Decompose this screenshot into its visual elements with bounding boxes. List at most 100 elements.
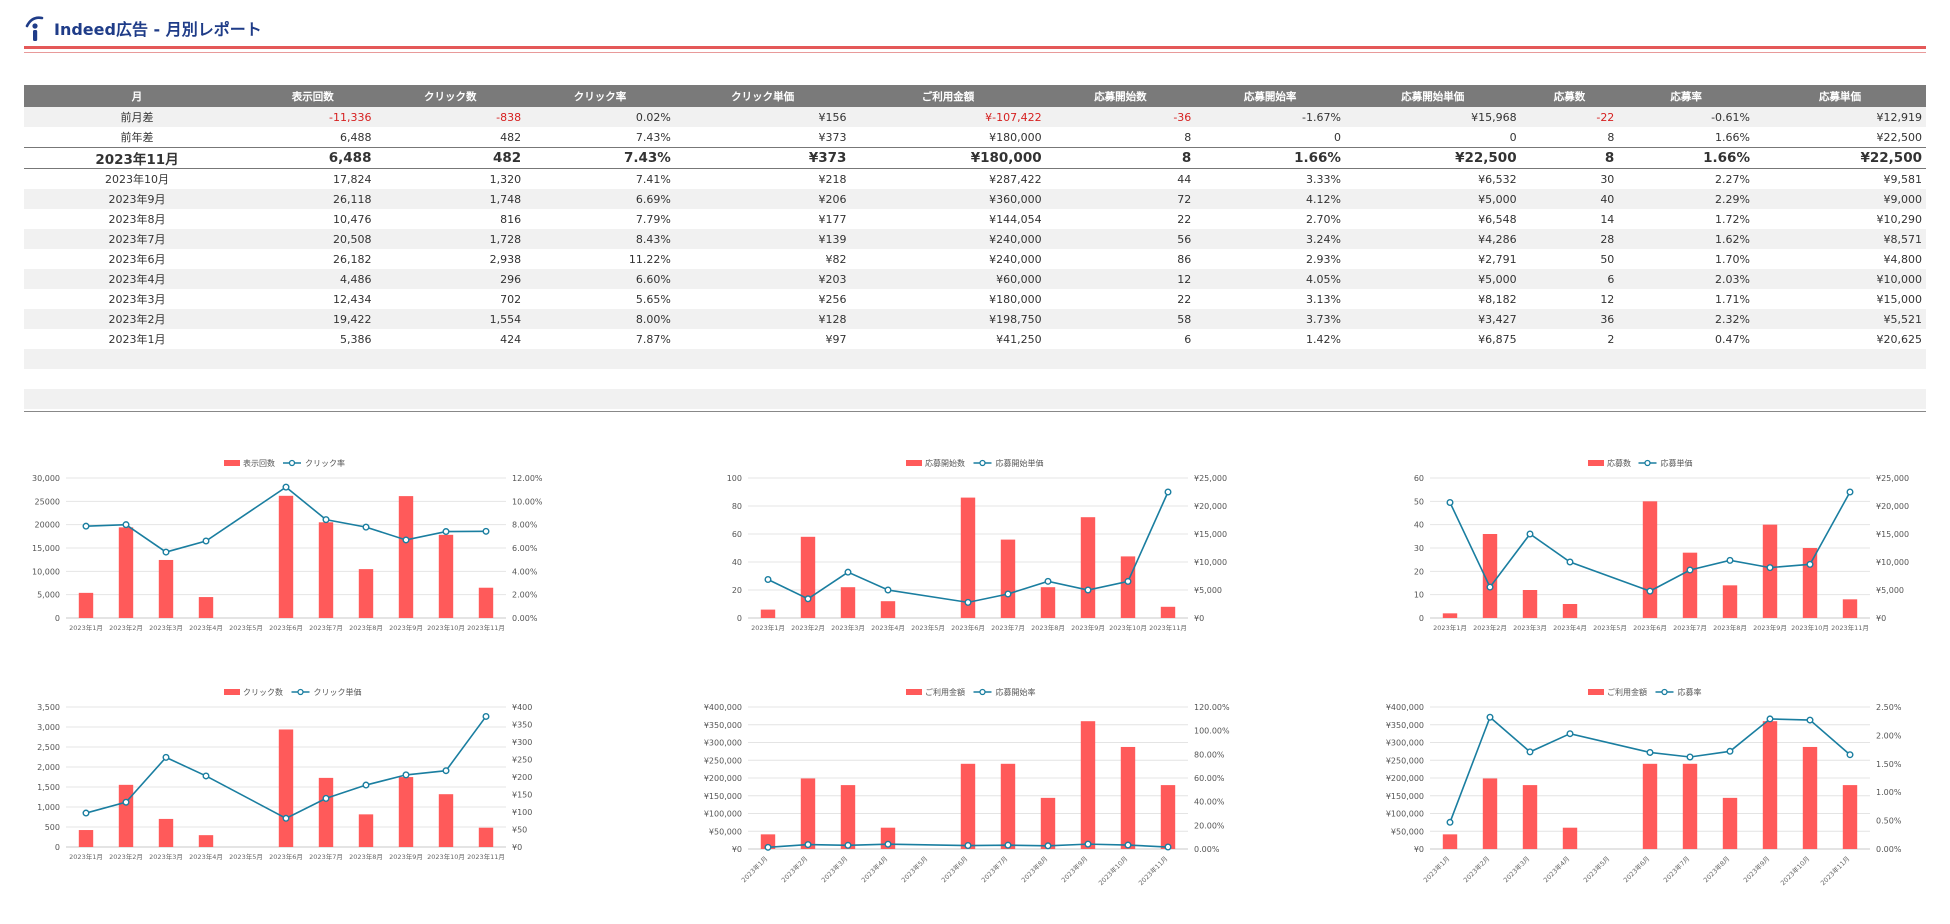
table-cell: -11,336 <box>250 107 376 127</box>
table-cell: 2.70% <box>1306 212 1341 226</box>
x-tick-label: 2023年8月 <box>349 623 383 632</box>
table-cell <box>1195 369 1345 389</box>
x-tick-label: 2023年7月 <box>309 623 343 632</box>
table-cell <box>1754 369 1926 389</box>
y-tick-label: ¥50,000 <box>1391 827 1424 836</box>
table-cell: 7.79% <box>635 212 671 226</box>
line-point <box>884 840 892 848</box>
bar <box>1722 797 1738 849</box>
y2-tick-label: ¥10,000 <box>1876 558 1909 567</box>
column-header: 表示回数 <box>250 85 376 107</box>
table-cell: 30 <box>1600 172 1615 186</box>
chart-svg: 応募数 応募単価 0 10 20 30 40 50 60 ¥0 ¥5,000 ¥10,000 ¥15,0… <box>1414 458 1909 632</box>
table-cell <box>1520 349 1619 369</box>
y-tick-label: 80 <box>732 502 742 511</box>
table-cell: -1.67% <box>1195 107 1345 127</box>
line-point <box>1526 748 1534 756</box>
x-tick-label: 2023年2月 <box>109 623 143 632</box>
line-point <box>764 575 772 583</box>
x-tick-label: 2023年5月 <box>1581 854 1611 884</box>
x-tick-label: 2023年1月 <box>751 623 785 632</box>
line-point <box>442 767 450 775</box>
x-tick-label: 2023年1月 <box>69 623 103 632</box>
legend-label: クリック数 <box>243 687 283 697</box>
table-cell: ¥3,427 <box>1344 309 1521 329</box>
table-cell: 2023年3月 <box>108 293 166 306</box>
y2-tick-label: ¥10,000 <box>1194 558 1227 567</box>
table-cell: 2,938 <box>489 252 522 266</box>
table-row: 2023年3月 12,434 702 5.65% ¥256 ¥180,000 22 3.13%… <box>24 289 1926 309</box>
y2-tick-label: ¥20,000 <box>1876 502 1909 511</box>
table-cell: 前月差 <box>24 107 251 127</box>
legend-bar-swatch <box>1588 460 1604 466</box>
table-cell: 1,320 <box>489 172 522 186</box>
y2-tick-label: 20.00% <box>1194 821 1225 830</box>
y-tick-label: 60 <box>1414 474 1424 483</box>
x-tick-label: 2023年6月 <box>951 623 985 632</box>
chart-svg: ご利用金額 応募率 ¥0 ¥50,000 ¥100,000 ¥150,000 ¥200,00… <box>1386 687 1902 887</box>
chart-impressions-ctr: 表示回数 クリック率 0 5,000 10,000 15,000 20000 25000 30,… <box>24 452 544 672</box>
bar <box>198 597 214 618</box>
y2-tick-label: 4.00% <box>512 567 538 576</box>
table-cell: ¥5,521 <box>1753 309 1926 329</box>
bar <box>1080 517 1096 618</box>
line-point <box>1164 488 1172 496</box>
table-cell <box>1195 349 1345 369</box>
table-cell: ¥6,875 <box>1478 332 1517 346</box>
bar <box>118 527 134 618</box>
y2-tick-label: 40.00% <box>1194 798 1225 807</box>
table-cell: 3.73% <box>1195 309 1345 329</box>
line-point <box>402 771 410 779</box>
y2-tick-label: 1.00% <box>1876 788 1902 797</box>
x-tick-label: 2023年3月 <box>1513 623 1547 632</box>
y2-tick-label: ¥400 <box>512 703 532 712</box>
table-row: 2023年11月 6,488 482 7.43% ¥373 ¥180,000 8 1.66% ¥… <box>24 147 1926 169</box>
x-tick-label: 2023年10月 <box>1109 623 1147 632</box>
bar <box>1642 501 1658 618</box>
y2-tick-label: ¥5,000 <box>1876 586 1904 595</box>
bar <box>1442 613 1458 618</box>
table-cell: 2023年1月 <box>108 333 166 346</box>
table-cell: ¥22,500 <box>1876 130 1923 144</box>
table-cell: 0.47% <box>1715 332 1750 346</box>
table-cell: 296 <box>375 269 526 289</box>
line-point <box>1004 841 1012 849</box>
table-row-empty <box>24 369 1926 389</box>
table-cell: 0.02% <box>525 107 675 127</box>
line-point <box>1446 818 1454 826</box>
line-point <box>1726 747 1734 755</box>
table-cell: ¥206 <box>674 189 851 209</box>
bar <box>438 534 454 618</box>
chart-legend: クリック数 クリック単価 <box>224 687 362 697</box>
x-tick-label: 2023年9月 <box>1741 854 1771 884</box>
table-row: 2023年10月 17,824 1,320 7.41% ¥218 ¥287,422 44 3.… <box>24 169 1926 190</box>
y2-tick-label: 10.00% <box>512 497 543 506</box>
x-tick-label: 2023年1月 <box>1433 623 1467 632</box>
line-point <box>964 842 972 850</box>
table-cell: 3.13% <box>1306 292 1341 306</box>
x-tick-label: 2023年11月 <box>467 623 505 632</box>
column-header: 応募開始数 <box>1045 85 1196 107</box>
y-tick-label: 20000 <box>35 521 60 530</box>
column-header: クリック単価 <box>674 85 851 107</box>
y-tick-label: 20 <box>732 586 742 595</box>
bar <box>1762 524 1778 618</box>
table-cell: ¥5,000 <box>1344 189 1521 209</box>
table-bottom-rule <box>24 411 1926 412</box>
table-cell <box>1520 389 1619 409</box>
y2-tick-label: ¥50 <box>512 826 527 835</box>
bar <box>960 497 976 618</box>
legend-label: ご利用金額 <box>1607 687 1647 697</box>
bar <box>1080 721 1096 849</box>
table-cell: 8 <box>1184 130 1192 144</box>
table-cell <box>375 349 526 369</box>
table-cell <box>850 349 1046 369</box>
table-cell: ¥8,571 <box>1753 229 1926 249</box>
table-cell: ¥203 <box>674 269 851 289</box>
x-tick-label: 2023年4月 <box>1541 854 1571 884</box>
bar <box>800 536 816 618</box>
x-tick-label: 2023年6月 <box>939 854 969 884</box>
table-cell: 22 <box>1177 292 1192 306</box>
bar <box>1802 548 1818 618</box>
bar <box>1040 797 1056 849</box>
